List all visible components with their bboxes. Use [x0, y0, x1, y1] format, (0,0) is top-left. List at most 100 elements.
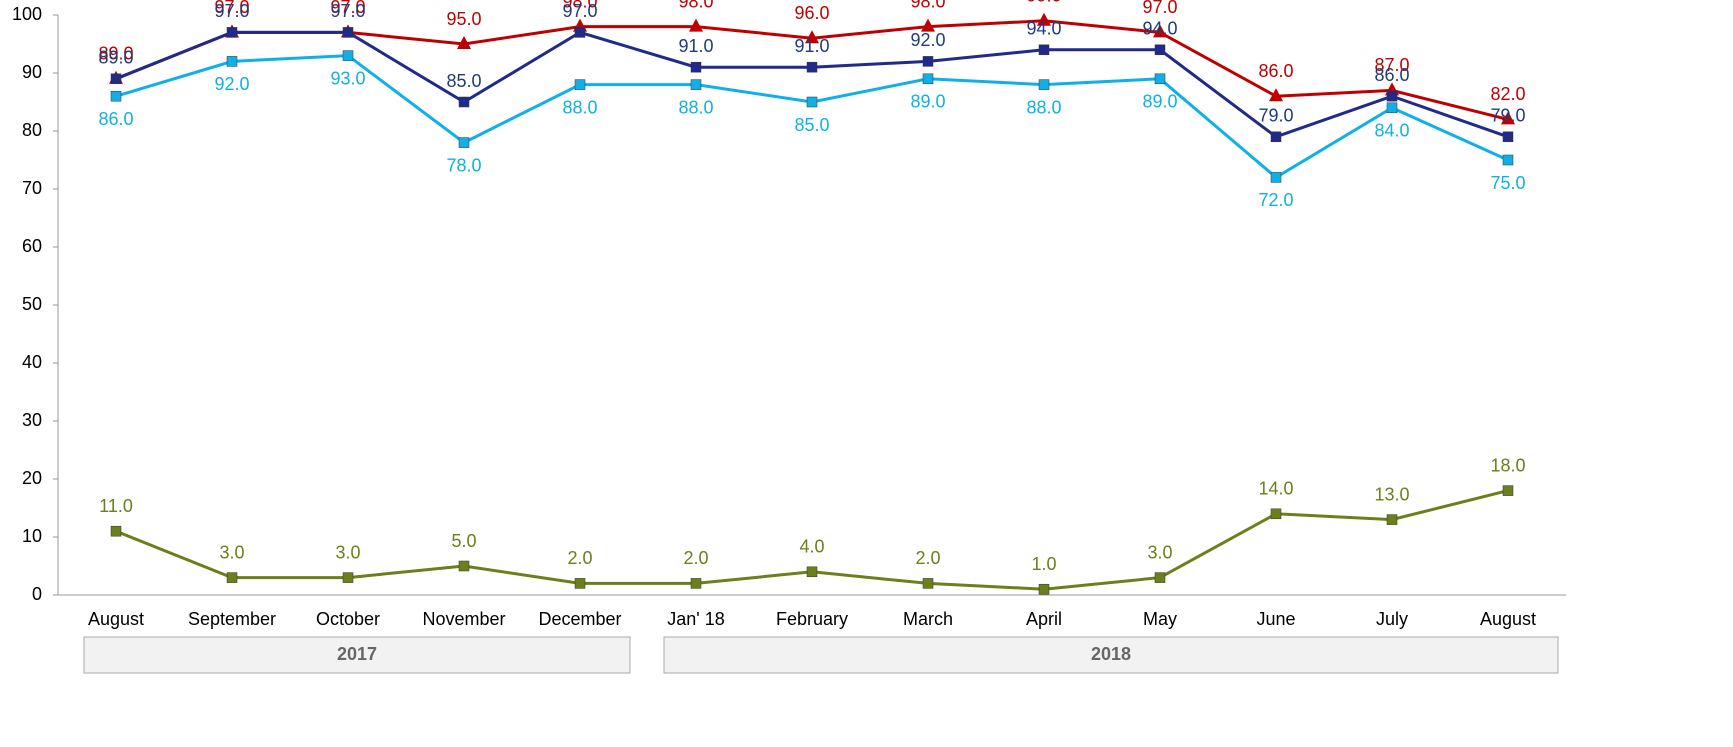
data-label: 3.0: [219, 542, 244, 562]
data-label: 91.0: [678, 36, 713, 56]
data-label: 89.0: [910, 92, 945, 112]
group-box: [83, 636, 631, 674]
x-tick-label: December: [538, 609, 621, 629]
data-label: 86.0: [1374, 65, 1409, 85]
x-tick-label: August: [88, 609, 144, 629]
x-tick-label: June: [1256, 609, 1295, 629]
marker: [1153, 24, 1167, 38]
data-label: 72.0: [1258, 190, 1293, 210]
data-label: 97.0: [214, 1, 249, 21]
marker: [1386, 102, 1398, 114]
marker: [1038, 44, 1050, 56]
data-label: 4.0: [799, 537, 824, 557]
data-label: 86.0: [98, 109, 133, 129]
marker: [806, 566, 818, 578]
marker: [1386, 90, 1398, 102]
marker: [1038, 79, 1050, 90]
data-label: 93.0: [330, 68, 365, 88]
y-tick-label: 30: [22, 410, 42, 430]
marker: [574, 27, 586, 38]
y-tick-label: 40: [22, 352, 42, 372]
y-tick-label: 70: [22, 178, 42, 198]
marker: [1502, 154, 1514, 166]
x-tick-label: October: [316, 609, 380, 629]
data-label: 96.0: [794, 3, 829, 23]
data-label: 89.0: [1142, 92, 1177, 112]
x-tick-label: September: [188, 609, 276, 629]
marker: [574, 578, 586, 589]
marker: [110, 90, 122, 102]
x-tick-label: May: [1143, 609, 1177, 629]
data-label: 94.0: [1026, 19, 1061, 39]
group-label: 2017: [337, 644, 377, 664]
marker: [226, 56, 238, 67]
data-label: 89.0: [98, 48, 133, 68]
data-label: 18.0: [1490, 455, 1525, 475]
data-label: 97.0: [330, 1, 365, 21]
data-label: 91.0: [794, 36, 829, 56]
marker: [922, 56, 934, 67]
data-label: 1.0: [1031, 554, 1056, 574]
marker: [1037, 12, 1051, 26]
marker: [458, 137, 470, 148]
marker: [574, 79, 586, 90]
x-tick-label: March: [903, 609, 953, 629]
data-label: 85.0: [794, 115, 829, 135]
y-tick-label: 60: [22, 236, 42, 256]
marker: [342, 27, 354, 38]
data-label: 92.0: [910, 30, 945, 50]
marker: [1270, 508, 1282, 520]
marker: [922, 578, 934, 589]
data-label: 82.0: [1490, 84, 1525, 104]
marker: [342, 572, 354, 583]
marker: [922, 73, 934, 85]
data-label: 89.0: [98, 44, 133, 64]
marker: [110, 73, 122, 85]
data-label: 86.0: [1258, 61, 1293, 81]
data-label: 14.0: [1258, 479, 1293, 499]
data-label: 88.0: [678, 97, 713, 117]
data-label: 84.0: [1374, 121, 1409, 141]
marker: [1154, 44, 1166, 56]
y-tick-label: 100: [12, 4, 42, 24]
marker: [457, 36, 471, 49]
y-tick-label: 20: [22, 468, 42, 488]
marker: [1154, 572, 1166, 583]
x-tick-label: August: [1480, 609, 1536, 629]
group-label: 2018: [1091, 644, 1131, 664]
marker: [1038, 583, 1050, 595]
data-label: 87.0: [1374, 55, 1409, 75]
data-label: 2.0: [567, 548, 592, 568]
data-label: 2.0: [915, 548, 940, 568]
y-tick-label: 50: [22, 294, 42, 314]
marker: [1154, 73, 1166, 85]
data-label: 2.0: [683, 548, 708, 568]
data-label: 92.0: [214, 74, 249, 94]
data-label: 97.0: [330, 0, 365, 17]
marker: [690, 79, 702, 90]
y-tick-label: 0: [32, 584, 42, 604]
data-label: 99.0: [1026, 0, 1061, 6]
data-label: 98.0: [678, 0, 713, 11]
x-tick-label: July: [1376, 609, 1408, 629]
data-label: 79.0: [1490, 106, 1525, 126]
marker: [458, 560, 470, 572]
data-label: 97.0: [214, 0, 249, 17]
x-tick-label: February: [776, 609, 848, 629]
x-tick-label: November: [422, 609, 505, 629]
y-tick-label: 90: [22, 62, 42, 82]
marker: [1270, 131, 1282, 143]
data-label: 88.0: [1026, 97, 1061, 117]
data-label: 85.0: [446, 71, 481, 91]
data-label: 79.0: [1258, 106, 1293, 126]
marker: [226, 572, 238, 583]
data-label: 78.0: [446, 155, 481, 175]
data-label: 98.0: [910, 0, 945, 11]
data-label: 13.0: [1374, 484, 1409, 504]
marker: [1269, 88, 1283, 102]
data-label: 94.0: [1142, 19, 1177, 39]
marker: [342, 50, 354, 61]
marker: [1502, 485, 1514, 496]
data-label: 3.0: [1147, 542, 1172, 562]
